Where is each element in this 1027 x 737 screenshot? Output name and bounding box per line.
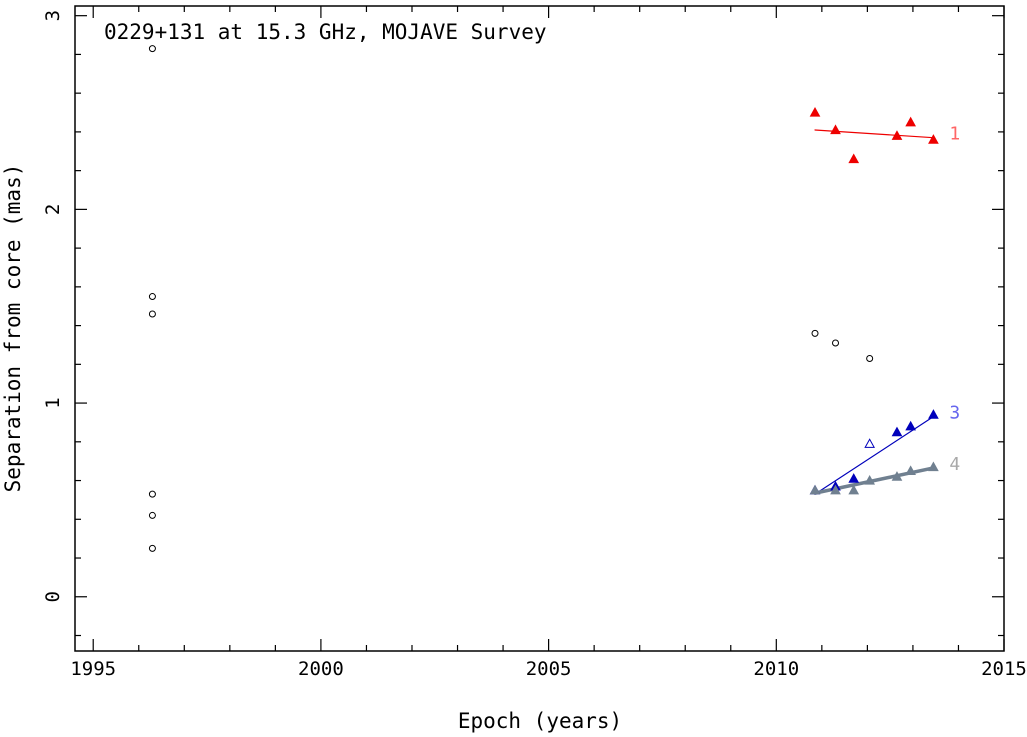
- unassigned-point: [866, 355, 874, 363]
- point-series-4: [928, 461, 939, 472]
- point-series-4: [905, 465, 916, 475]
- unassigned-point: [148, 490, 156, 498]
- series-label-1: 1: [949, 124, 960, 145]
- point-series-1: [830, 124, 841, 135]
- x-tick-label: 1995: [70, 658, 116, 680]
- data-points: [148, 45, 939, 552]
- unassigned-point: [148, 293, 156, 301]
- axes: 1995 2000 2005 2010 2015 0 1 2 3: [42, 6, 1027, 680]
- point-series-1: [905, 116, 916, 127]
- series-label-4: 4: [949, 454, 960, 475]
- point-series-1: [848, 153, 860, 164]
- point-series-3: [864, 438, 876, 448]
- y-tick-label: 1: [42, 397, 64, 408]
- unassigned-point: [148, 511, 156, 519]
- point-series-4: [830, 484, 841, 495]
- unassigned-point: [811, 329, 819, 337]
- series-label-3: 3: [949, 403, 960, 424]
- unassigned-point: [148, 310, 156, 318]
- point-series-3: [928, 409, 939, 419]
- point-series-1: [891, 130, 903, 140]
- point-series-1: [928, 134, 939, 144]
- point-series-3: [891, 426, 903, 437]
- chart-title: 0229+131 at 15.3 GHz, MOJAVE Survey: [104, 20, 547, 44]
- fit-lines: [813, 129, 936, 495]
- x-tick-label: 2015: [981, 658, 1027, 680]
- y-axis-title: Separation from core (mas): [1, 164, 25, 493]
- fit-line-3: [814, 416, 935, 495]
- y-tick-label: 3: [42, 10, 64, 21]
- point-series-4: [848, 484, 860, 495]
- x-tick-label: 2005: [526, 658, 572, 680]
- point-series-4: [809, 484, 821, 495]
- point-series-4: [864, 475, 876, 485]
- x-axis-title: Epoch (years): [458, 709, 622, 733]
- x-tick-label: 2000: [298, 658, 344, 680]
- y-tick-label: 2: [42, 204, 64, 215]
- point-series-4: [891, 471, 903, 481]
- point-series-3: [905, 420, 916, 431]
- unassigned-point: [832, 339, 840, 347]
- point-series-3: [848, 473, 860, 483]
- x-tick-label: 2010: [753, 658, 799, 680]
- point-series-1: [809, 107, 821, 117]
- unassigned-point: [148, 544, 156, 552]
- series-labels: 1 3 4: [949, 124, 960, 475]
- plot-frame: [74, 5, 1005, 652]
- y-tick-label: 0: [42, 591, 64, 602]
- unassigned-point: [148, 45, 156, 53]
